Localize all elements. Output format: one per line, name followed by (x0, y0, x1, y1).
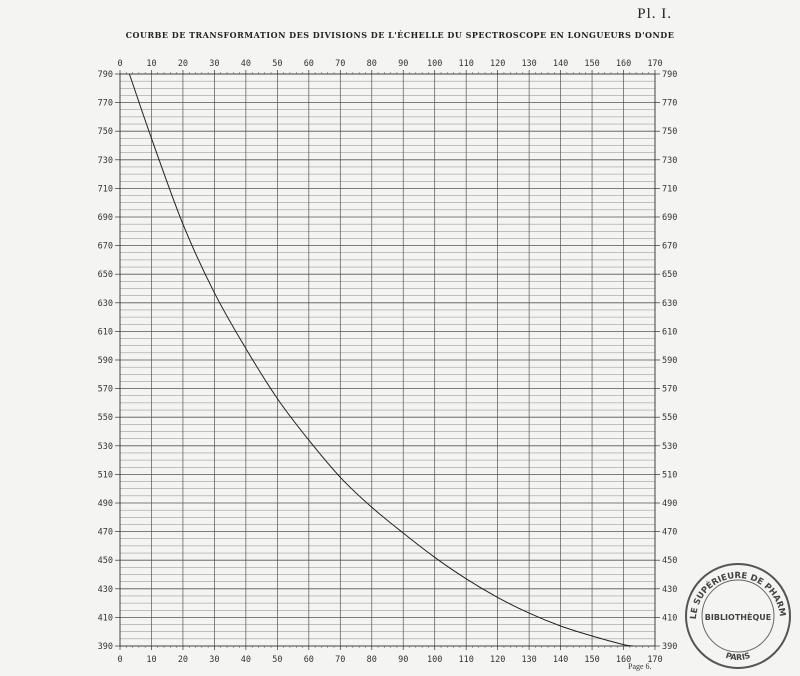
x-tick-label-top: 100 (427, 59, 442, 69)
x-tick-label-bottom: 20 (178, 655, 188, 665)
x-tick-label-bottom: 40 (241, 655, 251, 665)
y-tick-label-right: 730 (662, 156, 677, 166)
x-tick-label-bottom: 130 (521, 655, 536, 665)
y-tick-label-right: 450 (662, 556, 677, 566)
svg-text:ÉCOLE SUPÉRIEURE DE PHARMACIE: ÉCOLE SUPÉRIEURE DE PHARMACIE (682, 560, 787, 620)
x-tick-label-top: 130 (521, 59, 536, 69)
x-tick-label-bottom: 170 (647, 655, 662, 665)
x-tick-label-top: 120 (490, 59, 505, 69)
y-tick-label-right: 550 (662, 413, 677, 423)
y-tick-label-right: 750 (662, 127, 677, 137)
y-ticks-right: 390 410 430 450 470 490 510 530 550 570 590 610 630 6… (655, 70, 677, 652)
x-ticks-top: 0 10 20 30 40 50 60 70 80 90 100 110 120 130 140 150 160… (117, 59, 663, 74)
y-tick-label-right: 470 (662, 528, 677, 538)
y-tick-label-left: 530 (98, 442, 113, 452)
x-tick-label-top: 160 (616, 59, 631, 69)
x-tick-label-bottom: 90 (398, 655, 408, 665)
y-tick-label-right: 590 (662, 356, 677, 366)
x-tick-label-bottom: 70 (335, 655, 345, 665)
grid-minor (120, 80, 655, 640)
x-tick-label-top: 20 (178, 59, 188, 69)
stamp-top-text: ÉCOLE SUPÉRIEURE DE PHARMACIE (682, 560, 787, 620)
y-tick-label-right: 390 (662, 642, 677, 652)
y-tick-label-left: 730 (98, 156, 113, 166)
x-tick-label-bottom: 50 (272, 655, 282, 665)
svg-text:PARIS: PARIS (725, 651, 752, 662)
y-tick-label-left: 710 (98, 184, 113, 194)
x-tick-label-top: 30 (209, 59, 219, 69)
stamp-bottom-text: PARIS (725, 651, 752, 662)
grid-major (119, 73, 656, 647)
x-tick-label-top: 150 (584, 59, 599, 69)
y-tick-label-left: 470 (98, 528, 113, 538)
y-tick-label-right: 790 (662, 70, 677, 80)
y-tick-label-left: 550 (98, 413, 113, 423)
y-tick-label-right: 490 (662, 499, 677, 509)
x-tick-label-bottom: 0 (117, 655, 122, 665)
chart-title: COURBE DE TRANSFORMATION DES DIVISIONS D… (125, 30, 675, 40)
y-tick-label-left: 570 (98, 385, 113, 395)
x-tick-label-top: 110 (458, 59, 473, 69)
x-tick-label-top: 80 (367, 59, 377, 69)
y-tick-label-left: 650 (98, 270, 113, 280)
y-tick-label-left: 450 (98, 556, 113, 566)
series-line (128, 73, 634, 647)
y-tick-label-left: 670 (98, 242, 113, 252)
y-tick-label-right: 410 (662, 613, 677, 623)
x-tick-label-top: 40 (241, 59, 251, 69)
x-tick-label-top: 10 (146, 59, 156, 69)
y-tick-label-right: 570 (662, 385, 677, 395)
page-number: Page 6. (628, 662, 652, 671)
y-tick-label-left: 690 (98, 213, 113, 223)
y-tick-label-left: 750 (98, 127, 113, 137)
y-tick-label-left: 630 (98, 299, 113, 309)
y-tick-label-left: 430 (98, 585, 113, 595)
x-tick-label-top: 90 (398, 59, 408, 69)
y-tick-label-left: 790 (98, 70, 113, 80)
x-tick-label-top: 70 (335, 59, 345, 69)
x-tick-label-bottom: 80 (367, 655, 377, 665)
x-ticks-bottom: 0 10 20 30 40 50 60 70 80 90 100 110 120 130 140 150 160… (117, 646, 663, 665)
x-tick-label-bottom: 30 (209, 655, 219, 665)
x-tick-label-bottom: 10 (146, 655, 156, 665)
library-stamp: ÉCOLE SUPÉRIEURE DE PHARMACIE BIBLIOTHÈQ… (682, 560, 791, 669)
y-tick-label-left: 510 (98, 470, 113, 480)
x-tick-label-bottom: 120 (490, 655, 505, 665)
y-tick-label-right: 630 (662, 299, 677, 309)
x-tick-label-bottom: 140 (553, 655, 568, 665)
x-tick-label-top: 140 (553, 59, 568, 69)
x-tick-label-bottom: 150 (584, 655, 599, 665)
x-tick-label-top: 0 (117, 59, 122, 69)
y-ticks-left: 390 410 430 450 470 490 510 530 550 570 590 610 630 6… (98, 70, 120, 652)
y-tick-label-left: 770 (98, 99, 113, 109)
x-tick-label-bottom: 110 (458, 655, 473, 665)
y-tick-label-right: 690 (662, 213, 677, 223)
y-tick-label-right: 430 (662, 585, 677, 595)
y-tick-label-left: 610 (98, 327, 113, 337)
x-tick-label-bottom: 160 (616, 655, 631, 665)
y-tick-label-right: 650 (662, 270, 677, 280)
y-tick-label-left: 410 (98, 613, 113, 623)
x-tick-label-top: 60 (304, 59, 314, 69)
x-tick-label-bottom: 100 (427, 655, 442, 665)
y-tick-label-right: 610 (662, 327, 677, 337)
plate-label: Pl. I. (637, 6, 672, 22)
x-tick-label-top: 170 (647, 59, 662, 69)
x-tick-label-bottom: 60 (304, 655, 314, 665)
y-tick-label-right: 710 (662, 184, 677, 194)
y-tick-label-right: 530 (662, 442, 677, 452)
x-tick-label-top: 50 (272, 59, 282, 69)
y-tick-label-left: 490 (98, 499, 113, 509)
y-tick-label-right: 670 (662, 242, 677, 252)
y-tick-label-left: 590 (98, 356, 113, 366)
y-tick-label-left: 390 (98, 642, 113, 652)
y-tick-label-right: 770 (662, 99, 677, 109)
y-tick-label-right: 510 (662, 470, 677, 480)
stamp-center-text: BIBLIOTHÈQUE (705, 611, 771, 622)
